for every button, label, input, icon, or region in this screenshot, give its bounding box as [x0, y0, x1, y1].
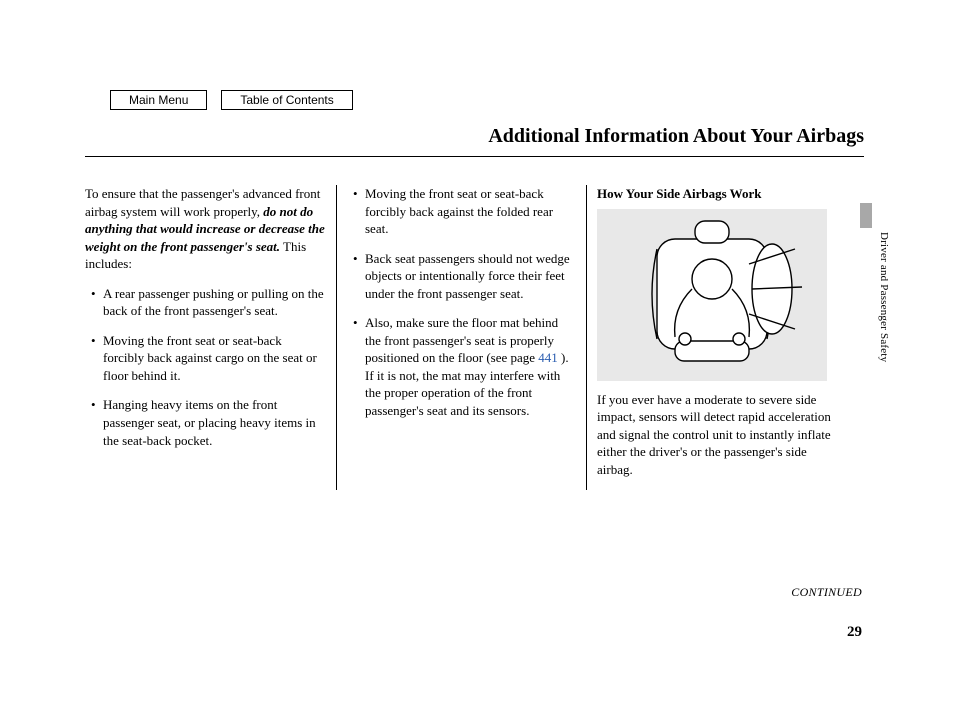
page-title: Additional Information About Your Airbag… [488, 125, 864, 148]
continued-label: CONTINUED [791, 585, 862, 600]
section-side-label: Driver and Passenger Safety [878, 232, 890, 362]
page-number: 29 [847, 624, 862, 641]
list-item: Hanging heavy items on the front passeng… [91, 396, 326, 449]
side-airbag-body: If you ever have a moderate to severe si… [597, 391, 837, 479]
col2-bullets: Moving the front seat or seat-back forci… [347, 185, 576, 420]
list-item: A rear passenger pushing or pulling on t… [91, 285, 326, 320]
nav-button-bar: Main Menu Table of Contents [110, 90, 353, 110]
list-item: Also, make sure the floor mat behind the… [353, 314, 576, 419]
manual-page: Main Menu Table of Contents Additional I… [0, 0, 954, 720]
side-airbag-heading: How Your Side Airbags Work [597, 185, 837, 203]
intro-paragraph: To ensure that the passenger's advanced … [85, 185, 326, 273]
toc-button[interactable]: Table of Contents [221, 90, 352, 110]
header-rule [85, 156, 864, 157]
page-ref-link[interactable]: 441 [538, 350, 558, 365]
floor-mat-text-a: Also, make sure the floor mat behind the… [365, 315, 558, 365]
column-3: How Your Side Airbags Work [587, 185, 837, 490]
list-item: Moving the front seat or seat-back forci… [91, 332, 326, 385]
content-columns: To ensure that the passenger's advanced … [85, 185, 864, 490]
column-1: To ensure that the passenger's advanced … [85, 185, 337, 490]
list-item: Moving the front seat or seat-back forci… [353, 185, 576, 238]
side-airbag-figure [597, 209, 827, 381]
col1-bullets: A rear passenger pushing or pulling on t… [85, 285, 326, 449]
airbag-diagram-svg [597, 209, 827, 381]
main-menu-button[interactable]: Main Menu [110, 90, 207, 110]
list-item: Back seat passengers should not wedge ob… [353, 250, 576, 303]
section-tab [860, 203, 872, 228]
column-2: Moving the front seat or seat-back forci… [337, 185, 587, 490]
